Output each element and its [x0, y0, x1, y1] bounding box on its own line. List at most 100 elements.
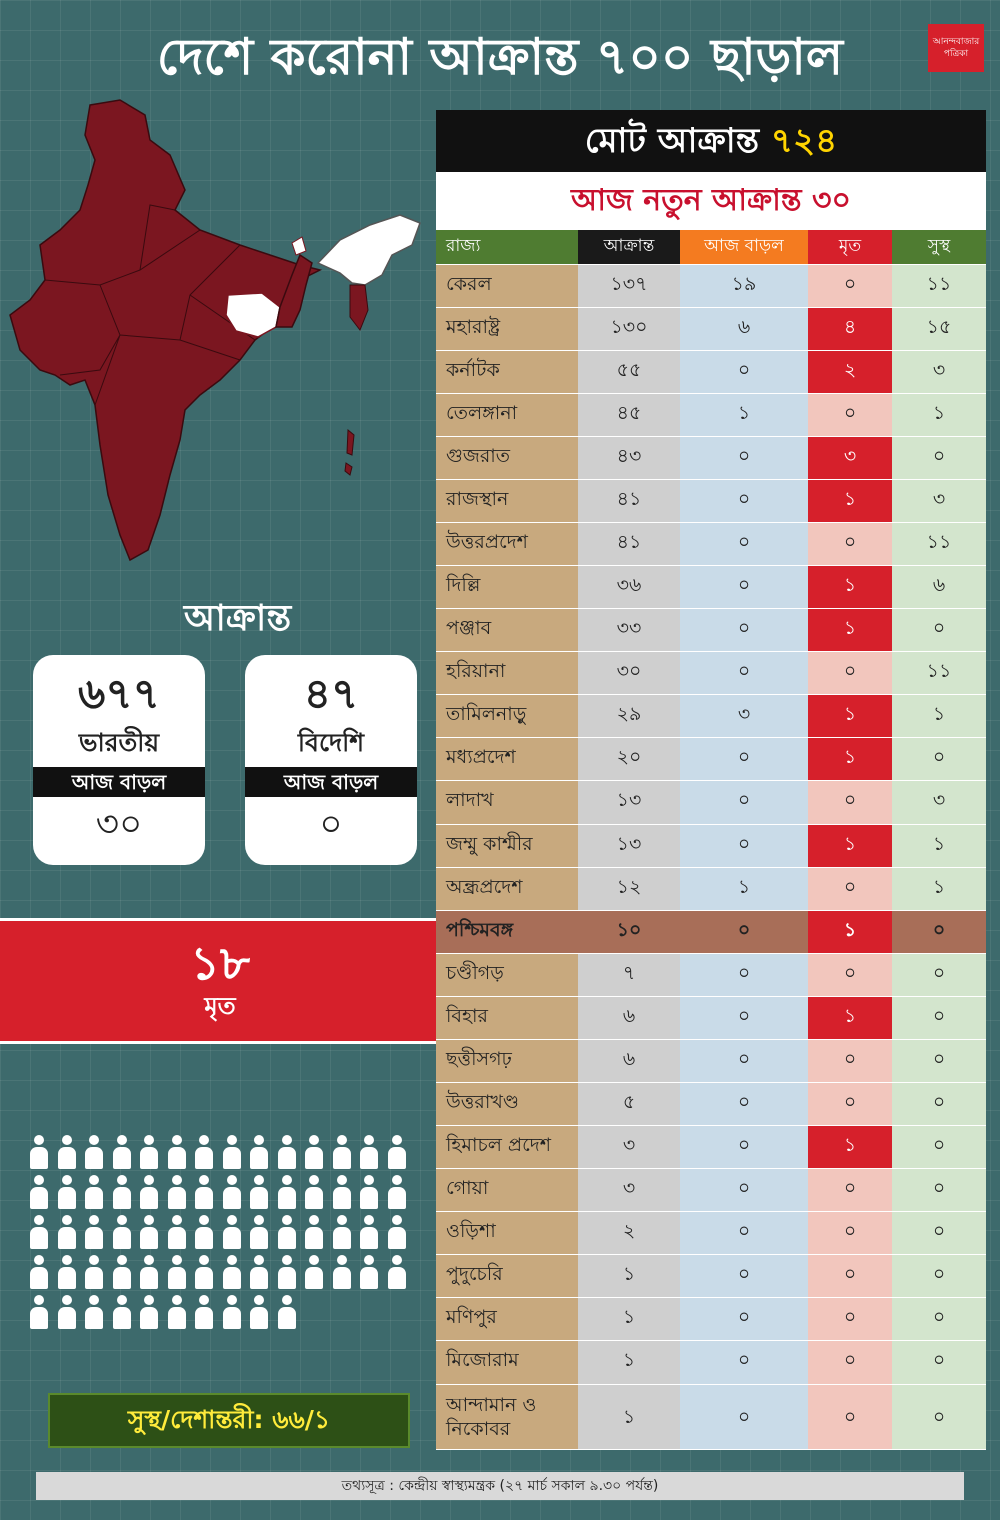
deaths-cell: ১ — [808, 910, 892, 954]
recovered-cell: ১ — [892, 694, 986, 739]
deaths-cell: ০ — [808, 1039, 892, 1083]
deaths-cell: ০ — [808, 953, 892, 997]
deaths-cell: ১ — [808, 824, 892, 868]
deaths-cell: ০ — [808, 1297, 892, 1342]
person-icon — [277, 1215, 296, 1249]
person-icon — [112, 1175, 131, 1209]
cases-cell: ৩০ — [578, 651, 680, 696]
state-name: লাদাখ — [436, 780, 578, 825]
deaths-cell: ০ — [808, 264, 892, 308]
person-icon — [57, 1175, 76, 1209]
person-icon — [250, 1255, 268, 1289]
recovered-cell: ১ — [892, 393, 986, 437]
person-icon — [195, 1135, 213, 1169]
today-cell: ০ — [680, 910, 808, 954]
person-icon — [167, 1255, 186, 1289]
today-cell: ০ — [680, 1340, 808, 1385]
table-row: গোয়া ৩ ০ ০ ০ — [436, 1168, 986, 1213]
header-recovered: সুস্থ — [892, 230, 986, 265]
person-icon — [30, 1175, 48, 1209]
deaths-cell: ১ — [808, 565, 892, 610]
person-icon — [57, 1255, 76, 1289]
page-title: দেশে করোনা আক্রান্ত ৭০০ ছাড়াল — [156, 28, 844, 86]
foreign-today-label: আজ বাড়ল — [245, 767, 417, 797]
northeast-shape — [316, 214, 421, 286]
person-icon — [360, 1255, 378, 1289]
state-name: গুজরাত — [436, 436, 578, 480]
state-borders — [44, 204, 256, 406]
deaths-cell: ৪ — [808, 307, 892, 351]
state-name: চণ্ডীগড় — [436, 953, 578, 997]
state-name: কেরল — [436, 264, 578, 308]
today-cell: ০ — [680, 737, 808, 782]
person-icon — [167, 1295, 186, 1329]
cases-cell: ১৩ — [578, 780, 680, 825]
person-icon — [277, 1255, 296, 1289]
recovered-cell: ০ — [892, 1082, 986, 1127]
indian-today-value: ৩০ — [95, 804, 143, 845]
person-icon — [195, 1175, 213, 1209]
table-row: তেলঙ্গানা ৪৫ ১ ০ ১ — [436, 393, 986, 437]
person-icon — [195, 1215, 213, 1249]
person-icon — [387, 1215, 406, 1249]
person-icon — [305, 1215, 323, 1249]
today-cell: ০ — [680, 565, 808, 610]
state-name: কর্নাটক — [436, 350, 578, 394]
person-icon — [250, 1295, 268, 1329]
cases-cell: ৬ — [578, 1039, 680, 1083]
table-row: বিহার ৬ ০ ১ ০ — [436, 996, 986, 1040]
total-cases-header: মোট আক্রান্ত ৭২৪ — [436, 110, 986, 172]
recovered-cell: ০ — [892, 996, 986, 1040]
person-icon — [112, 1295, 131, 1329]
state-name: রাজস্থান — [436, 479, 578, 523]
person-icon — [250, 1215, 268, 1249]
person-icon — [85, 1175, 103, 1209]
today-cell: ০ — [680, 1168, 808, 1213]
today-cell: ১ — [680, 393, 808, 437]
cases-cell: ৫ — [578, 1082, 680, 1127]
today-cell: ০ — [680, 1125, 808, 1170]
table-row: গুজরাত ৪৩ ০ ৩ ০ — [436, 436, 986, 480]
state-name: উত্তরপ্রদেশ — [436, 522, 578, 567]
recovered-cell: ০ — [892, 1340, 986, 1385]
person-icon — [167, 1135, 186, 1169]
india-mainland-shape — [9, 99, 323, 562]
person-icon — [140, 1215, 158, 1249]
state-name: মধ্যপ্রদেশ — [436, 737, 578, 782]
header-state: রাজ্য — [436, 230, 578, 265]
cases-cell: ৩ — [578, 1168, 680, 1213]
table-row: উত্তরাখণ্ড ৫ ০ ০ ০ — [436, 1082, 986, 1127]
cases-cell: ১ — [578, 1297, 680, 1342]
state-name: পশ্চিমবঙ্গ — [436, 910, 578, 954]
state-name: অন্ধ্রপ্রদেশ — [436, 867, 578, 911]
state-name: মিজোরাম — [436, 1340, 578, 1385]
deaths-cell: ১ — [808, 737, 892, 782]
cases-cell: ৩৩ — [578, 608, 680, 653]
person-icon — [277, 1175, 296, 1209]
state-name: তেলঙ্গানা — [436, 393, 578, 437]
cases-cell: ৬ — [578, 996, 680, 1040]
today-cell: ০ — [680, 608, 808, 653]
cases-cell: ৩৬ — [578, 565, 680, 610]
total-cases-label: মোট আক্রান্ত — [584, 121, 760, 161]
person-icon — [360, 1215, 378, 1249]
state-name: আন্দামান ও নিকোবর — [436, 1384, 578, 1451]
recovered-cell: ৬ — [892, 565, 986, 610]
person-icon — [85, 1215, 103, 1249]
person-icon — [30, 1295, 48, 1329]
recovered-cell: ০ — [892, 608, 986, 653]
person-icon — [140, 1295, 158, 1329]
cases-cell: ২০ — [578, 737, 680, 782]
header-deaths: মৃত — [808, 230, 892, 265]
recovered-cell: ১ — [892, 824, 986, 868]
person-icon — [222, 1295, 241, 1329]
recovered-cell: ১ — [892, 867, 986, 911]
table-row: ওড়িশা ২ ০ ০ ০ — [436, 1211, 986, 1256]
andaman-islands — [344, 428, 355, 476]
table-row: দিল্লি ৩৬ ০ ১ ৬ — [436, 565, 986, 610]
recovered-cell: ০ — [892, 1211, 986, 1256]
header-cases: আক্রান্ত — [578, 230, 680, 265]
deaths-cell: ১ — [808, 694, 892, 739]
cases-cell: ১৩০ — [578, 307, 680, 351]
person-icon — [222, 1215, 241, 1249]
